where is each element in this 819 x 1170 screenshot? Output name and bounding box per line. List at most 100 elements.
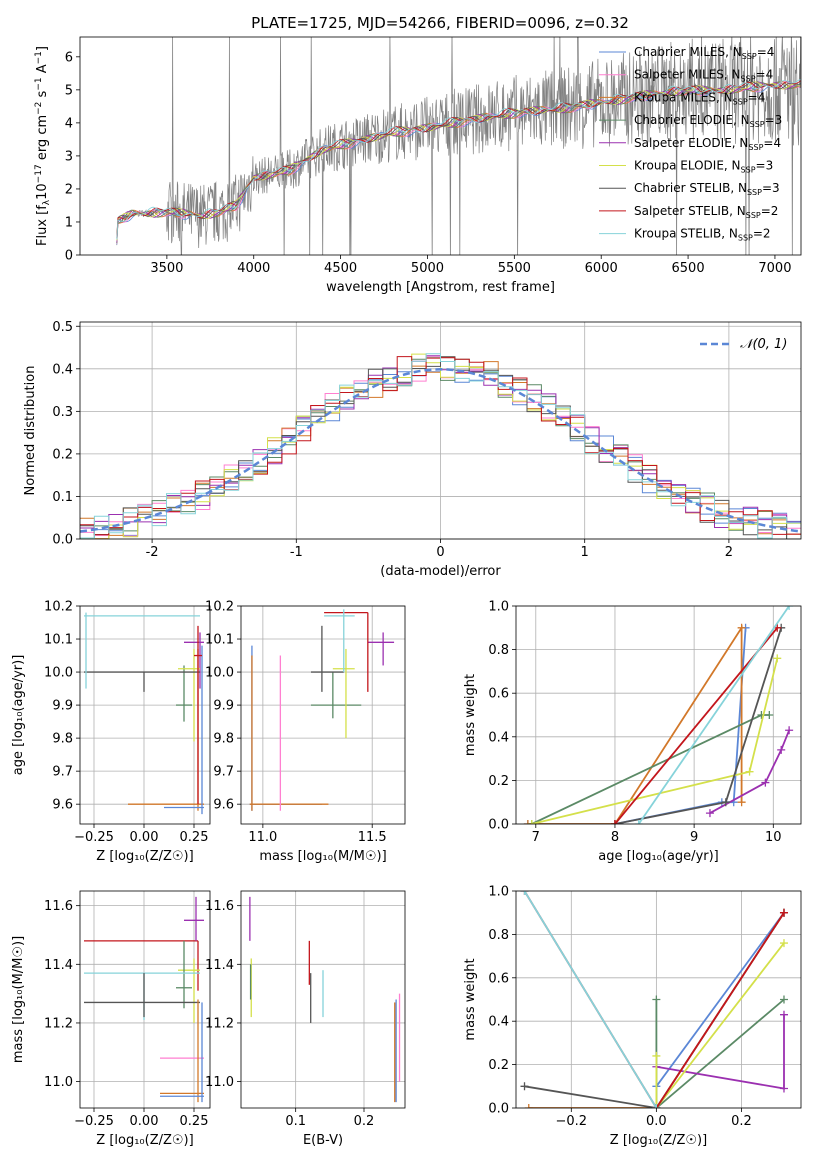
errorbar-chabrier_stelib bbox=[84, 671, 200, 692]
weight-line-chabrier_elodie bbox=[655, 998, 785, 1108]
weight-marker-kroupa_elodie bbox=[745, 767, 754, 776]
y-tick-label: 9.6 bbox=[52, 798, 73, 813]
model-line-chabrier_elodie bbox=[116, 81, 801, 244]
x-tick-label: 0.2 bbox=[731, 1114, 752, 1129]
grid-age_vs_mass bbox=[241, 605, 405, 824]
errorbar-chabrier_elodie bbox=[176, 940, 192, 1009]
axes-frame bbox=[79, 605, 211, 825]
y-tick-label: 4 bbox=[65, 116, 73, 131]
errorbar-kroupa_stelib bbox=[324, 609, 355, 673]
x-tick-label: 0.0 bbox=[646, 1114, 667, 1129]
errorbar-kroupa_stelib bbox=[84, 612, 200, 689]
y-axis-label: mass weight bbox=[463, 958, 478, 1040]
errorbar-kroupa_elodie bbox=[178, 958, 200, 1023]
y-tick-label: 11.4 bbox=[44, 958, 73, 973]
weight-marker-salpeter_stelib bbox=[610, 820, 619, 824]
plot-area-weight_vs_Z bbox=[520, 891, 788, 1108]
weight-marker-salpeter_elodie bbox=[779, 1084, 788, 1093]
y-tick-label: 2 bbox=[65, 182, 73, 197]
weight-marker-kroupa_miles bbox=[737, 623, 746, 632]
errorbar-chabrier_miles bbox=[164, 645, 204, 815]
data-spectrum-line bbox=[116, 37, 801, 255]
axes-mass_vs_ebv: 0.1 0.2 11.0 11.2 11.4 11.6 E(B-V) bbox=[205, 890, 406, 1148]
axes-weight_vs_Z: −0.2 0.0 0.2 0.0 0.2 0.4 0.6 0.8 1.0 Z [log₁₀(Z/Z… bbox=[463, 885, 802, 1148]
y-tick-label: 9.8 bbox=[213, 732, 234, 747]
y-tick-label: 10.0 bbox=[44, 666, 73, 681]
axes-weight_vs_age: 7 8 9 10 0.0 0.2 0.4 0.6 0.8 1.0 age [log₁₀(age/yr… bbox=[463, 600, 802, 864]
x-tick-label: 5500 bbox=[498, 261, 531, 276]
x-axis-label: Z [log₁₀(Z/Z☉)] bbox=[96, 849, 193, 864]
x-tick-label: 5000 bbox=[411, 261, 444, 276]
y-tick-label: 10.1 bbox=[205, 633, 234, 648]
y-tick-label: 6 bbox=[65, 50, 73, 65]
x-tick-label: 1 bbox=[581, 545, 589, 560]
x-tick-label: 0.2 bbox=[354, 1114, 375, 1129]
x-tick-label: 0.00 bbox=[130, 830, 159, 845]
errorbar-salpeter_stelib bbox=[324, 611, 369, 692]
plot-area-mass_vs_ebv bbox=[249, 896, 401, 1103]
plot-area-residuals bbox=[80, 353, 801, 539]
x-tick-label: -1 bbox=[290, 545, 303, 560]
weight-line-kroupa_elodie bbox=[655, 942, 785, 1108]
legend-label-kroupa_elodie: Kroupa ELODIE, NSSP=3 bbox=[634, 159, 773, 175]
y-tick-label: 11.0 bbox=[205, 1075, 234, 1090]
axes-spectrum: 3500 4000 4500 5000 5500 6000 6500 7000 0 1 2 3 4 5 6 w… bbox=[34, 36, 802, 295]
normal-curve bbox=[80, 368, 801, 533]
errorbar-kroupa_miles bbox=[160, 999, 204, 1103]
grid-mass_vs_ebv bbox=[241, 891, 405, 1108]
y-tick-label: 9.6 bbox=[213, 798, 234, 813]
plot-area-mass_vs_Z bbox=[84, 896, 204, 1103]
x-tick-label: −0.25 bbox=[74, 1114, 114, 1129]
x-tick-label: -2 bbox=[146, 545, 159, 560]
errorbar-chabrier_miles bbox=[160, 1002, 204, 1103]
model-line-chabrier_stelib bbox=[116, 81, 801, 239]
weight-marker-kroupa_stelib bbox=[785, 606, 794, 610]
errorbar-kroupa_miles bbox=[249, 655, 329, 811]
y-axis-label: age [log₁₀(age/yr)] bbox=[11, 655, 26, 776]
legend-label-salpeter_miles: Salpeter MILES, NSSP=4 bbox=[634, 68, 773, 84]
x-axis-label: Z [log₁₀(Z/Z☉)] bbox=[96, 1133, 193, 1148]
histogram-kroupa_elodie bbox=[80, 353, 801, 539]
x-tick-label: 8 bbox=[611, 830, 619, 845]
y-tick-label: 0 bbox=[65, 249, 73, 264]
figure-title: PLATE=1725, MJD=54266, FIBERID=0096, z=0… bbox=[251, 14, 629, 32]
x-tick-label: 6000 bbox=[585, 261, 618, 276]
weight-marker-salpeter_elodie bbox=[761, 778, 770, 787]
legend-label-chabrier_elodie: Chabrier ELODIE, NSSP=3 bbox=[634, 113, 782, 129]
weight-marker-kroupa_stelib bbox=[652, 1104, 661, 1108]
weight-marker-kroupa_stelib bbox=[634, 820, 643, 824]
y-tick-label: 0.6 bbox=[488, 687, 509, 702]
errorbar-chabrier_stelib bbox=[84, 973, 200, 1018]
weight-marker-kroupa_miles bbox=[737, 798, 746, 807]
y-axis-label: Normed distribution bbox=[23, 366, 38, 496]
legend-label-kroupa_stelib: Kroupa STELIB, NSSP=2 bbox=[634, 227, 771, 243]
y-tick-label: 3 bbox=[65, 149, 73, 164]
x-tick-label: 2 bbox=[725, 545, 733, 560]
errorbar-salpeter_elodie bbox=[184, 896, 204, 941]
x-tick-label: 3500 bbox=[150, 261, 183, 276]
x-tick-label: 0.25 bbox=[180, 830, 209, 845]
y-tick-label: 10.0 bbox=[205, 666, 234, 681]
y-tick-label: 11.4 bbox=[205, 958, 234, 973]
x-axis-label: Z [log₁₀(Z/Z☉)] bbox=[610, 1133, 707, 1148]
weight-line-salpeter_stelib bbox=[614, 627, 778, 824]
x-tick-label: 0.1 bbox=[285, 1114, 306, 1129]
weight-marker-kroupa_elodie bbox=[527, 820, 536, 824]
x-tick-label: 4500 bbox=[324, 261, 357, 276]
y-axis-label: mass weight bbox=[463, 674, 478, 756]
weight-line-salpeter_elodie bbox=[709, 729, 790, 814]
x-axis-label: mass [log₁₀(M/M☉)] bbox=[259, 849, 386, 864]
y-tick-label: 0.0 bbox=[52, 533, 73, 548]
x-tick-label: 6500 bbox=[672, 261, 705, 276]
errorbar-salpeter_elodie bbox=[367, 632, 395, 666]
y-tick-label: 11.2 bbox=[44, 1016, 73, 1031]
errorbar-salpeter_elodie bbox=[184, 632, 204, 689]
errorbar-kroupa_elodie bbox=[178, 648, 200, 742]
weight-line-kroupa_stelib bbox=[523, 891, 658, 1108]
y-tick-label: 9.7 bbox=[52, 765, 73, 780]
axes-frame bbox=[79, 890, 211, 1109]
y-tick-label: 11.6 bbox=[205, 899, 234, 914]
x-tick-label: 7000 bbox=[758, 261, 791, 276]
y-tick-label: 0.8 bbox=[488, 928, 509, 943]
